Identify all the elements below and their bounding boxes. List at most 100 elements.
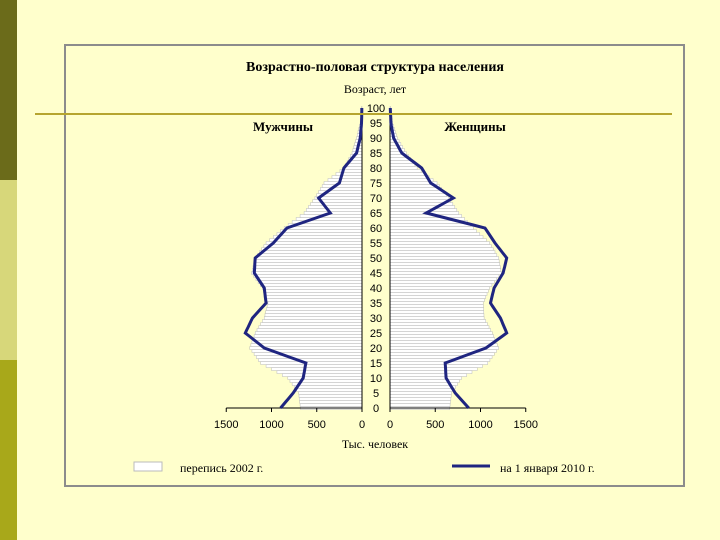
bar-women-age-44 xyxy=(389,274,500,278)
women-label: Женщины xyxy=(444,119,506,134)
x-tick-women-500: 500 xyxy=(426,419,444,431)
bar-men-age-32 xyxy=(265,310,363,314)
bar-women-age-49 xyxy=(389,259,500,263)
bar-women-age-7 xyxy=(389,385,456,389)
left-accent-bar-dark xyxy=(0,0,17,180)
bar-men-age-46 xyxy=(252,268,363,272)
bar-women-age-38 xyxy=(389,292,488,296)
bar-women-age-23 xyxy=(389,337,496,341)
bar-women-age-66 xyxy=(389,208,458,212)
bar-men-age-16 xyxy=(258,358,363,362)
bar-men-age-1 xyxy=(299,403,363,407)
y-tick-25: 25 xyxy=(370,328,382,340)
y-tick-90: 90 xyxy=(370,133,382,145)
bar-women-age-29 xyxy=(389,319,486,323)
x-tick-men-0: 0 xyxy=(359,419,365,431)
bar-men-age-4 xyxy=(298,394,363,398)
bar-women-age-2 xyxy=(389,400,451,404)
bar-men-age-49 xyxy=(254,259,363,263)
tick-labels: 0 5 10 15 20 25 30 35 40 45 50 55 60 65 70 75 80 85 90 95 10… xyxy=(214,103,538,431)
bar-women-age-36 xyxy=(389,298,485,302)
bar-men-age-11 xyxy=(282,373,363,377)
bar-women-age-72 xyxy=(389,190,445,194)
y-tick-80: 80 xyxy=(370,163,382,175)
bar-women-age-22 xyxy=(389,340,497,344)
bar-men-age-44 xyxy=(253,274,363,278)
bar-men-age-30 xyxy=(264,316,363,320)
y-tick-15: 15 xyxy=(370,358,382,370)
bar-women-age-81 xyxy=(389,163,416,167)
bar-women-age-60 xyxy=(389,226,474,230)
y-tick-30: 30 xyxy=(370,313,382,325)
bar-men-age-21 xyxy=(250,343,363,347)
axes xyxy=(226,108,526,409)
bar-men-age-36 xyxy=(266,298,363,302)
bar-men-age-64 xyxy=(299,214,363,218)
bar-women-age-12 xyxy=(389,370,473,374)
bar-men-age-67 xyxy=(308,205,363,209)
bar-women-age-24 xyxy=(389,334,494,338)
bar-men-age-22 xyxy=(251,340,363,344)
y-tick-20: 20 xyxy=(370,343,382,355)
x-axis-label: Тыс. человек xyxy=(342,437,408,451)
bar-women-age-42 xyxy=(389,280,495,284)
bar-men-age-53 xyxy=(261,247,363,251)
bar-men-age-5 xyxy=(298,391,363,395)
bar-men-age-73 xyxy=(320,187,363,191)
bar-men-age-78 xyxy=(335,172,363,176)
bar-women-age-46 xyxy=(389,268,502,272)
bar-men-age-47 xyxy=(252,265,363,269)
bar-women-age-18 xyxy=(389,352,495,356)
bar-men-age-3 xyxy=(299,397,363,401)
bar-women-age-69 xyxy=(389,199,452,203)
bar-women-age-73 xyxy=(389,187,443,191)
y-tick-5: 5 xyxy=(373,388,379,400)
bar-women-age-37 xyxy=(389,295,486,299)
bar-women-age-47 xyxy=(389,265,501,269)
bar-women-age-77 xyxy=(389,175,430,179)
x-tick-women-1500: 1500 xyxy=(514,419,538,431)
bar-men-age-27 xyxy=(258,325,363,329)
bar-men-age-52 xyxy=(259,250,363,254)
bar-men-age-66 xyxy=(306,208,363,212)
left-accent-bar-light xyxy=(0,180,17,360)
bar-women-age-67 xyxy=(389,205,456,209)
bar-women-age-15 xyxy=(389,361,488,365)
bar-men-age-74 xyxy=(321,184,363,188)
bar-women-age-45 xyxy=(389,271,502,275)
bar-men-age-45 xyxy=(251,271,363,275)
bar-men-age-10 xyxy=(287,376,363,380)
bar-men-age-6 xyxy=(296,388,363,392)
bar-women-age-35 xyxy=(389,301,484,305)
bar-men-age-50 xyxy=(254,256,363,260)
women-line-2010 xyxy=(388,107,509,410)
bar-women-age-17 xyxy=(389,355,493,359)
bar-men-age-65 xyxy=(303,211,363,215)
bar-women-age-33 xyxy=(389,307,484,311)
bar-men-age-2 xyxy=(299,400,363,404)
bar-women-age-53 xyxy=(389,247,494,251)
bar-men-age-29 xyxy=(262,319,363,323)
bar-women-age-56 xyxy=(389,238,487,242)
bar-men-age-56 xyxy=(269,238,363,242)
bar-men-age-59 xyxy=(280,229,363,233)
bar-men-age-23 xyxy=(252,337,363,341)
bar-men-age-14 xyxy=(265,364,363,368)
bar-women-age-30 xyxy=(389,316,485,320)
chart-title: Возрастно-половая структура населения xyxy=(246,60,504,75)
bar-women-age-80 xyxy=(389,166,418,170)
bar-men-age-76 xyxy=(327,178,363,182)
bar-women-age-25 xyxy=(389,331,493,335)
bar-men-age-7 xyxy=(294,385,363,389)
bar-women-age-50 xyxy=(389,256,499,260)
bar-men-age-68 xyxy=(310,202,363,206)
y-tick-10: 10 xyxy=(370,373,382,385)
bar-women-age-57 xyxy=(389,235,484,239)
bar-women-age-10 xyxy=(389,376,462,380)
bar-women-age-3 xyxy=(389,397,452,401)
left-accent-bar-olive xyxy=(0,360,17,540)
y-tick-95: 95 xyxy=(370,118,382,130)
bar-women-age-5 xyxy=(389,391,452,395)
bar-women-age-54 xyxy=(389,244,492,248)
